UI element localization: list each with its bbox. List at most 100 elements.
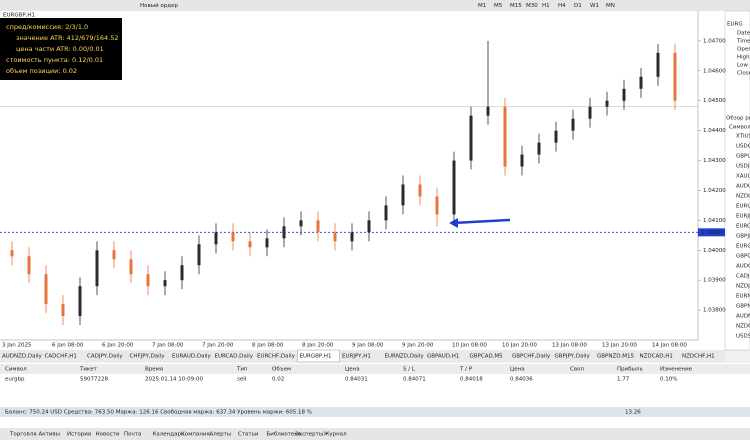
chart-tab[interactable]: EURGBP,H1 [300, 354, 332, 360]
timeframe-button[interactable]: MN [606, 3, 615, 9]
price-tick-label: 1.04100 [703, 218, 726, 224]
chart-tab[interactable]: GBPAUD,H1 [427, 354, 459, 360]
market-symbol[interactable]: EURU [736, 204, 750, 210]
new-order-button[interactable]: Новый ордер [140, 2, 178, 9]
timeframe-button[interactable]: M15 [510, 3, 522, 9]
timeframe-button[interactable]: H1 [542, 3, 550, 9]
candle-body [129, 259, 133, 275]
chart-tab[interactable]: EURAUD,Daily [172, 354, 212, 360]
market-symbol[interactable]: XTIUS [736, 134, 750, 140]
market-symbol[interactable]: NZDJ [736, 284, 750, 290]
candle-body [10, 250, 14, 257]
market-symbol[interactable]: GBPCA [736, 254, 750, 260]
timeframe-button[interactable]: M1 [478, 3, 486, 9]
timeframe-button[interactable]: M5 [494, 3, 503, 9]
chart-tab[interactable]: GBPNZD,M15 [597, 354, 634, 360]
info-line: стоимость пункта: 0.12/0.01 [6, 56, 103, 64]
market-symbol[interactable]: GBPN [736, 304, 750, 310]
toolbox-tab[interactable]: Календарь [153, 432, 185, 438]
position-cell: 0.84036 [510, 377, 533, 383]
market-symbol[interactable]: USDCH [736, 144, 750, 150]
data-window-title: EURG [727, 22, 743, 28]
time-label: 10 Jan 08:00 [452, 343, 487, 349]
column-header: Изменение [660, 367, 693, 373]
market-symbol[interactable]: GBPJP [736, 234, 750, 240]
position-cell: eurgbp [5, 377, 25, 383]
price-tick-label: 1.04500 [703, 98, 726, 104]
market-symbol[interactable]: XAUUS [736, 174, 750, 180]
position-cell: sell [237, 377, 247, 383]
position-cell: 2025.01.14 10:09:00 [145, 377, 203, 383]
chart-tab[interactable]: CADJPY,Daily [87, 354, 123, 360]
chart-tab[interactable]: CHFJPY,Daily [130, 354, 166, 360]
timeframe-button[interactable]: H4 [558, 3, 566, 9]
chart-tab[interactable]: CADCHF,H1 [45, 354, 77, 360]
position-cell: 59077228 [80, 377, 108, 383]
toolbox-tab[interactable]: История [67, 432, 91, 438]
chart-symbol: EURGBP,H1 [3, 13, 35, 19]
market-symbol[interactable]: EURCA [736, 224, 750, 230]
chart-tab[interactable]: NZDCHF,H1 [682, 354, 715, 360]
position-cell: 0.84018 [460, 377, 483, 383]
time-label: 7 Jan 20:00 [202, 343, 234, 349]
market-symbol[interactable]: EURG [736, 244, 750, 250]
chart-tab[interactable]: EURCAD,Daily [215, 354, 254, 360]
market-watch-title: Обзор рын [726, 116, 750, 122]
toolbox-tab[interactable]: Торговля [9, 432, 37, 438]
chart-tab[interactable]: GBPCAD,M5 [470, 354, 504, 360]
toolbox-tab[interactable]: Журнал [324, 432, 348, 438]
timeframe-button[interactable]: W1 [590, 3, 599, 9]
chart-tab[interactable]: NZDCAD,H1 [640, 354, 673, 360]
column-header: Символ [5, 367, 27, 373]
market-symbol[interactable]: NZDC [736, 324, 750, 330]
price-tick-label: 1.04300 [703, 158, 726, 164]
market-symbol[interactable]: USDJP [736, 164, 750, 170]
candle-body [639, 76, 643, 89]
toolbox-tab[interactable]: Библиотека [267, 432, 301, 438]
toolbox-tab[interactable]: Почта [124, 432, 141, 438]
candle-body [95, 250, 99, 287]
chart-tab[interactable]: GBPJPY,Daily [555, 354, 591, 360]
chart-tabs-bar [0, 350, 725, 362]
toolbox-tab[interactable]: Активы [39, 432, 60, 438]
timeframe-button[interactable]: M30 [526, 3, 538, 9]
info-box [0, 18, 122, 80]
chart-tab[interactable]: AUDNZD,Daily [2, 354, 43, 360]
toolbox-tab[interactable]: Компания [181, 432, 210, 438]
candle-body [673, 52, 677, 101]
market-symbol[interactable]: EURN [736, 294, 750, 300]
position-cell: 0.10% [660, 377, 677, 383]
data-field: Open [737, 47, 750, 53]
toolbox-tab[interactable]: Новости [96, 432, 120, 438]
market-symbol[interactable]: AUDU [736, 184, 750, 190]
candle-body [452, 160, 456, 215]
candle-body [316, 220, 320, 233]
market-symbol[interactable]: AUDC [736, 264, 750, 270]
market-symbol[interactable]: USDS [736, 334, 750, 340]
timeframe-button[interactable]: D1 [574, 3, 582, 9]
candle-body [44, 274, 48, 305]
market-symbol[interactable]: EURJP [736, 214, 750, 220]
market-symbol[interactable]: CADJ [736, 274, 750, 280]
chart-tab[interactable]: EURJPY,H1 [342, 354, 371, 360]
chart-tab[interactable]: EURCHF,Daily [257, 354, 296, 360]
toolbox [0, 363, 750, 440]
time-label: 3 Jan 2025 [2, 343, 32, 349]
market-symbol[interactable]: AUDN [736, 314, 750, 320]
toolbox-tab[interactable]: Статьи [238, 432, 259, 438]
price-tick-label: 1.04700 [703, 38, 726, 44]
toolbox-tab[interactable]: Эксперты [295, 432, 323, 438]
candle-body [622, 88, 626, 101]
column-header: Своп [570, 367, 584, 373]
candle-body [282, 226, 286, 239]
info-line: цена части ATR: 0.00/0.01 [16, 45, 104, 53]
chart-tab[interactable]: EURNZD,Daily [385, 354, 425, 360]
chart-tab[interactable]: GBPCHF,Daily [512, 354, 551, 360]
arrow-head [449, 218, 458, 228]
market-symbol[interactable]: GBPU [736, 154, 750, 160]
candle-body [656, 52, 660, 77]
candle-body [112, 250, 116, 260]
candle-body [350, 232, 354, 242]
toolbox-tab[interactable]: Алерты [210, 432, 232, 438]
